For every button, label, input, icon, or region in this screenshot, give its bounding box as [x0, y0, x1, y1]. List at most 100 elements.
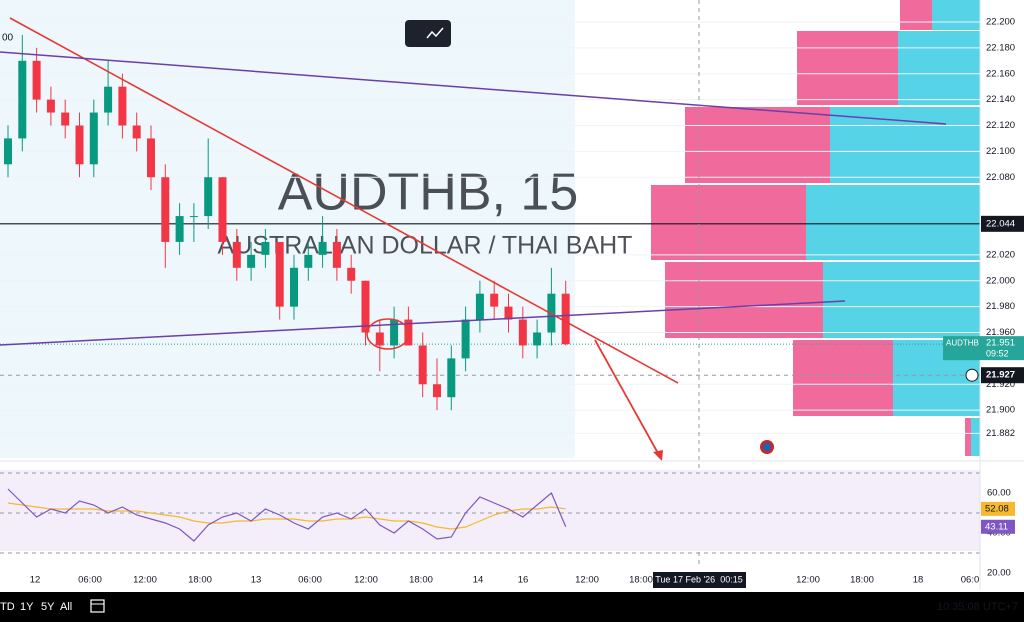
rsi-tick-label: 60.00: [987, 488, 1011, 499]
price-badge-label: 22.044: [986, 218, 1015, 229]
range-button[interactable]: TD: [0, 601, 15, 613]
y-tick-label: 21.882: [986, 428, 1015, 439]
candle-body: [533, 332, 542, 346]
clock: 10:35:08 UTC+7: [937, 601, 1018, 613]
last-price-badge: [943, 336, 1024, 361]
candle-body: [118, 86, 127, 126]
x-tick-label: 12:00: [575, 575, 599, 586]
rsi-line: [7, 488, 567, 542]
event-flag-inner: [763, 443, 771, 451]
range-button[interactable]: All: [60, 601, 72, 613]
x-tick-label: 06:00: [298, 575, 322, 586]
price-axis: 22.200 22.180 22.160 22.140 22.120 22.100 22.0…: [943, 17, 1024, 579]
x-tick-label: 12:00: [354, 575, 378, 586]
countdown: 09:52: [986, 349, 1009, 359]
crosshair-date-badge: [653, 572, 746, 588]
crosshair-badge: [981, 367, 1024, 384]
rsi-badge-label: 52.08: [985, 503, 1009, 514]
y-tick-label: 22.100: [986, 146, 1015, 157]
corner-label: 00: [2, 33, 14, 44]
candle-body: [447, 358, 456, 398]
y-tick-label: 22.000: [986, 275, 1015, 286]
volume-profile: [651, 0, 980, 456]
y-tick-label: 22.200: [986, 17, 1015, 28]
candle-body: [275, 241, 284, 307]
x-tick-label: 18:00: [188, 575, 212, 586]
x-tick-label: 12: [30, 575, 41, 586]
y-tick-label: 22.120: [986, 120, 1015, 131]
candle-body: [318, 241, 327, 255]
candle-body: [132, 125, 141, 139]
range-buttons: TD 1Y 5Y All: [0, 601, 72, 613]
rsi-tick-label: 20.00: [987, 568, 1011, 579]
candle-body: [75, 125, 84, 165]
rsi: [0, 472, 980, 554]
rsi-badge: [981, 519, 1015, 534]
price-badge: [981, 215, 1024, 232]
candle-body: [290, 267, 298, 307]
y-tick-label: 21.900: [986, 405, 1015, 416]
crosshair-price-label: 21.927: [986, 370, 1015, 381]
x-tick-label: 16: [518, 575, 529, 586]
candle-body: [46, 99, 55, 113]
drawings: [0, 0, 947, 565]
candle-body: [561, 293, 570, 345]
x-tick-label: 06:0: [961, 575, 980, 586]
candle-body: [18, 60, 27, 139]
y-tick-label: 21.920: [986, 379, 1015, 390]
candle-body: [232, 241, 241, 268]
watermark: AUDTHB, 15: [278, 164, 579, 222]
candle-body: [361, 280, 370, 333]
x-tick-label: 14: [473, 575, 484, 586]
candle-body: [189, 216, 198, 218]
candle-body: [347, 267, 356, 281]
candle-body: [218, 177, 227, 242]
candle-body: [332, 241, 341, 268]
candle-body: [161, 177, 170, 242]
candle-body: [247, 254, 256, 268]
y-tick-label: 22.080: [986, 172, 1015, 183]
y-tick-label: 21.960: [986, 327, 1015, 338]
bottom-toolbar: [0, 592, 1024, 622]
x-tick-label: 06:00: [78, 575, 102, 586]
candle-body: [89, 112, 98, 165]
y-tick-label: 22.140: [986, 94, 1015, 105]
symbol-badge: AUDTHB: [946, 338, 979, 347]
candle-body: [261, 241, 270, 255]
candle-body: [32, 60, 41, 100]
candle-body: [375, 332, 384, 346]
candle-body: [475, 293, 484, 320]
candle-body: [461, 319, 470, 359]
y-tick-label: 21.980: [986, 301, 1015, 312]
range-button[interactable]: 5Y: [41, 601, 55, 613]
candle-body: [147, 138, 155, 178]
x-tick-label: 12:00: [133, 575, 157, 586]
candle-body: [104, 86, 113, 113]
candle-body: [504, 306, 513, 320]
x-tick-label: 18:00: [629, 575, 653, 586]
time-axis: 12 06:00 12:00 18:00 13 06:00 12:00 18:00 14 16 12…: [30, 572, 980, 588]
candle-body: [175, 216, 184, 242]
rsi-badge-label: 43.11: [985, 521, 1008, 532]
candle-body: [4, 138, 12, 165]
x-tick-label: 18:00: [850, 575, 874, 586]
candle-body: [390, 319, 399, 346]
y-tick-label: 22.020: [986, 249, 1015, 260]
y-tick-label: 22.180: [986, 42, 1015, 53]
candle-body: [204, 177, 213, 217]
candle-body: [490, 293, 499, 307]
candle-body: [304, 254, 313, 268]
candle-body: [433, 384, 441, 398]
add-alert[interactable]: [965, 368, 979, 382]
y-tick-label: 22.160: [986, 68, 1015, 79]
candle-body: [418, 345, 427, 385]
calendar-icon[interactable]: [90, 599, 105, 613]
floating-toolbar[interactable]: [405, 20, 451, 47]
x-tick-label: 13: [251, 575, 262, 586]
last-price-label: 21.951: [986, 338, 1015, 349]
candle-body: [61, 112, 70, 126]
candle-body: [518, 319, 527, 346]
range-button[interactable]: 1Y: [20, 601, 34, 613]
grid: [0, 21, 980, 434]
